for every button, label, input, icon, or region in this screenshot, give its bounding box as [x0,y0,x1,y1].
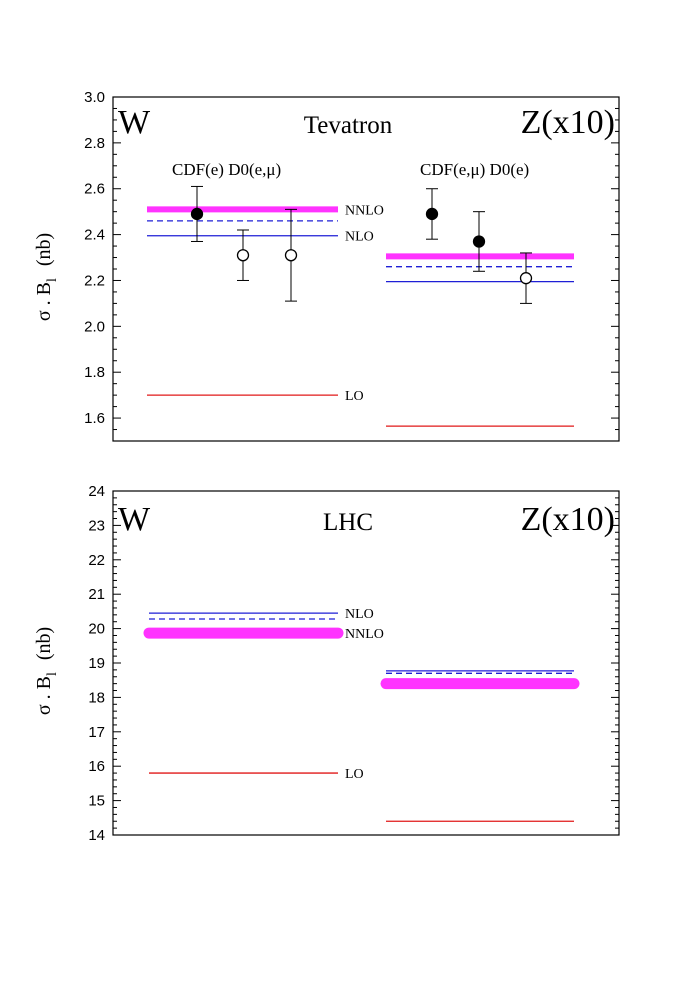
plot-frame [112,96,620,442]
panel-title: Tevatron [304,112,393,139]
data-point-open [236,249,250,262]
y-tick-label: 1.6 [84,410,105,427]
y-tick-label: 3.0 [84,89,105,106]
y-tick-label: 2.8 [84,135,105,152]
data-point-open [284,249,298,262]
order-label-nlo: NLO [345,607,374,622]
plot-frame [112,490,620,836]
y-tick-label: 17 [88,724,105,741]
y-tick-label: 19 [88,655,105,672]
group-label-z: Z(x10) [521,104,615,141]
group-label-w: W [118,501,151,538]
y-tick-label: 22 [88,552,105,569]
y-tick-label: 2.6 [84,181,105,198]
group-label-z: Z(x10) [521,501,615,538]
y-tick-label: 2.0 [84,318,105,335]
order-label-lo: LO [345,389,364,404]
panel-title: LHC [323,509,373,536]
experiments-label: CDF(e,μ) D0(e) [420,160,529,179]
y-tick-label: 18 [88,689,105,706]
y-tick-label: 14 [88,827,105,844]
tevatron-panel: 1.6 1.8 2.0 2.2 2.4 2.6 2.8 3.0 σ . Bl(nb) Tevatr… [33,89,620,442]
y-axis-label: σ . Bl(nb) [33,233,60,321]
order-label-nlo: NLO [345,230,374,245]
y-tick-label: 2.2 [84,272,105,289]
data-point-open [519,272,533,285]
y-tick-label: 23 [88,517,105,534]
y-axis-label: σ . Bl(nb) [33,627,60,715]
y-tick-label: 24 [88,483,105,500]
data-point-filled [425,207,439,221]
group-label-w: W [118,104,151,141]
data-point-filled [472,235,486,248]
lhc-panel: 14 15 16 17 18 19 20 21 22 23 24 σ . Bl(nb) LHC W Z(x1… [33,483,620,844]
y-tick-label: 1.8 [84,364,105,381]
y-tick-label: 21 [88,586,105,603]
y-tick-label: 15 [88,793,105,810]
y-tick-label: 2.4 [84,227,105,244]
order-label-lo: LO [345,767,364,782]
experiments-label: CDF(e) D0(e,μ) [172,160,281,179]
y-tick-label: 20 [88,621,105,638]
y-tick-label: 16 [88,758,105,775]
order-label-nnlo: NNLO [345,627,384,642]
order-label-nnlo: NNLO [345,203,384,218]
data-point-filled [190,207,204,221]
